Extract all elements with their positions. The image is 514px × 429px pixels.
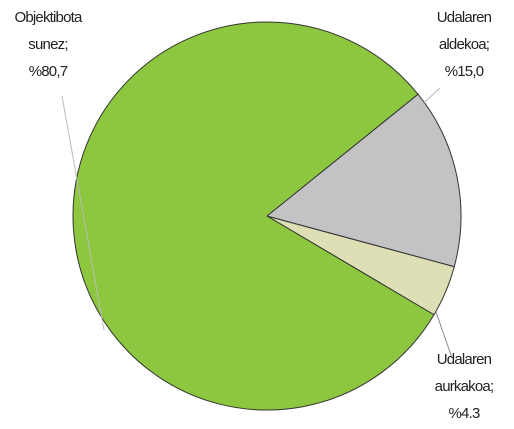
leader-line (61, 95, 105, 331)
pie-slice (72, 21, 435, 411)
value-label: %15,0 (444, 63, 484, 80)
category-label: Udalaren aurkakoa; (434, 351, 494, 395)
category-label: Udalaren aldekoa; (436, 9, 492, 53)
leader-line (417, 87, 441, 109)
leader-line (435, 311, 453, 359)
value-label: %4.3 (448, 405, 481, 422)
slice-label: Objektibota sunez; %80,7 (0, 4, 96, 85)
category-label: Objektibota sunez; (14, 9, 82, 53)
pie-slice (265, 93, 462, 268)
value-label: %80,7 (28, 63, 68, 80)
slice-label: Udalaren aurkakoa; %4.3 (414, 346, 514, 427)
slice-label: Udalaren aldekoa; %15,0 (416, 4, 512, 85)
